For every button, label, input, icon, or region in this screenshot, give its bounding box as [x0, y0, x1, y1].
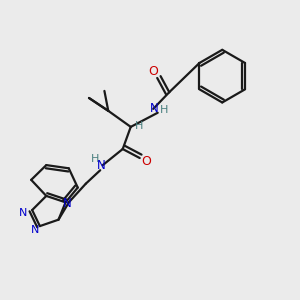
- Text: N: N: [150, 102, 158, 116]
- Text: O: O: [148, 65, 158, 78]
- Text: N: N: [63, 197, 72, 210]
- Text: H: H: [160, 105, 168, 115]
- Text: N: N: [19, 208, 27, 218]
- Text: O: O: [141, 155, 151, 168]
- Text: H: H: [91, 154, 99, 164]
- Text: N: N: [97, 159, 106, 172]
- Text: H: H: [135, 121, 144, 131]
- Text: N: N: [31, 225, 40, 235]
